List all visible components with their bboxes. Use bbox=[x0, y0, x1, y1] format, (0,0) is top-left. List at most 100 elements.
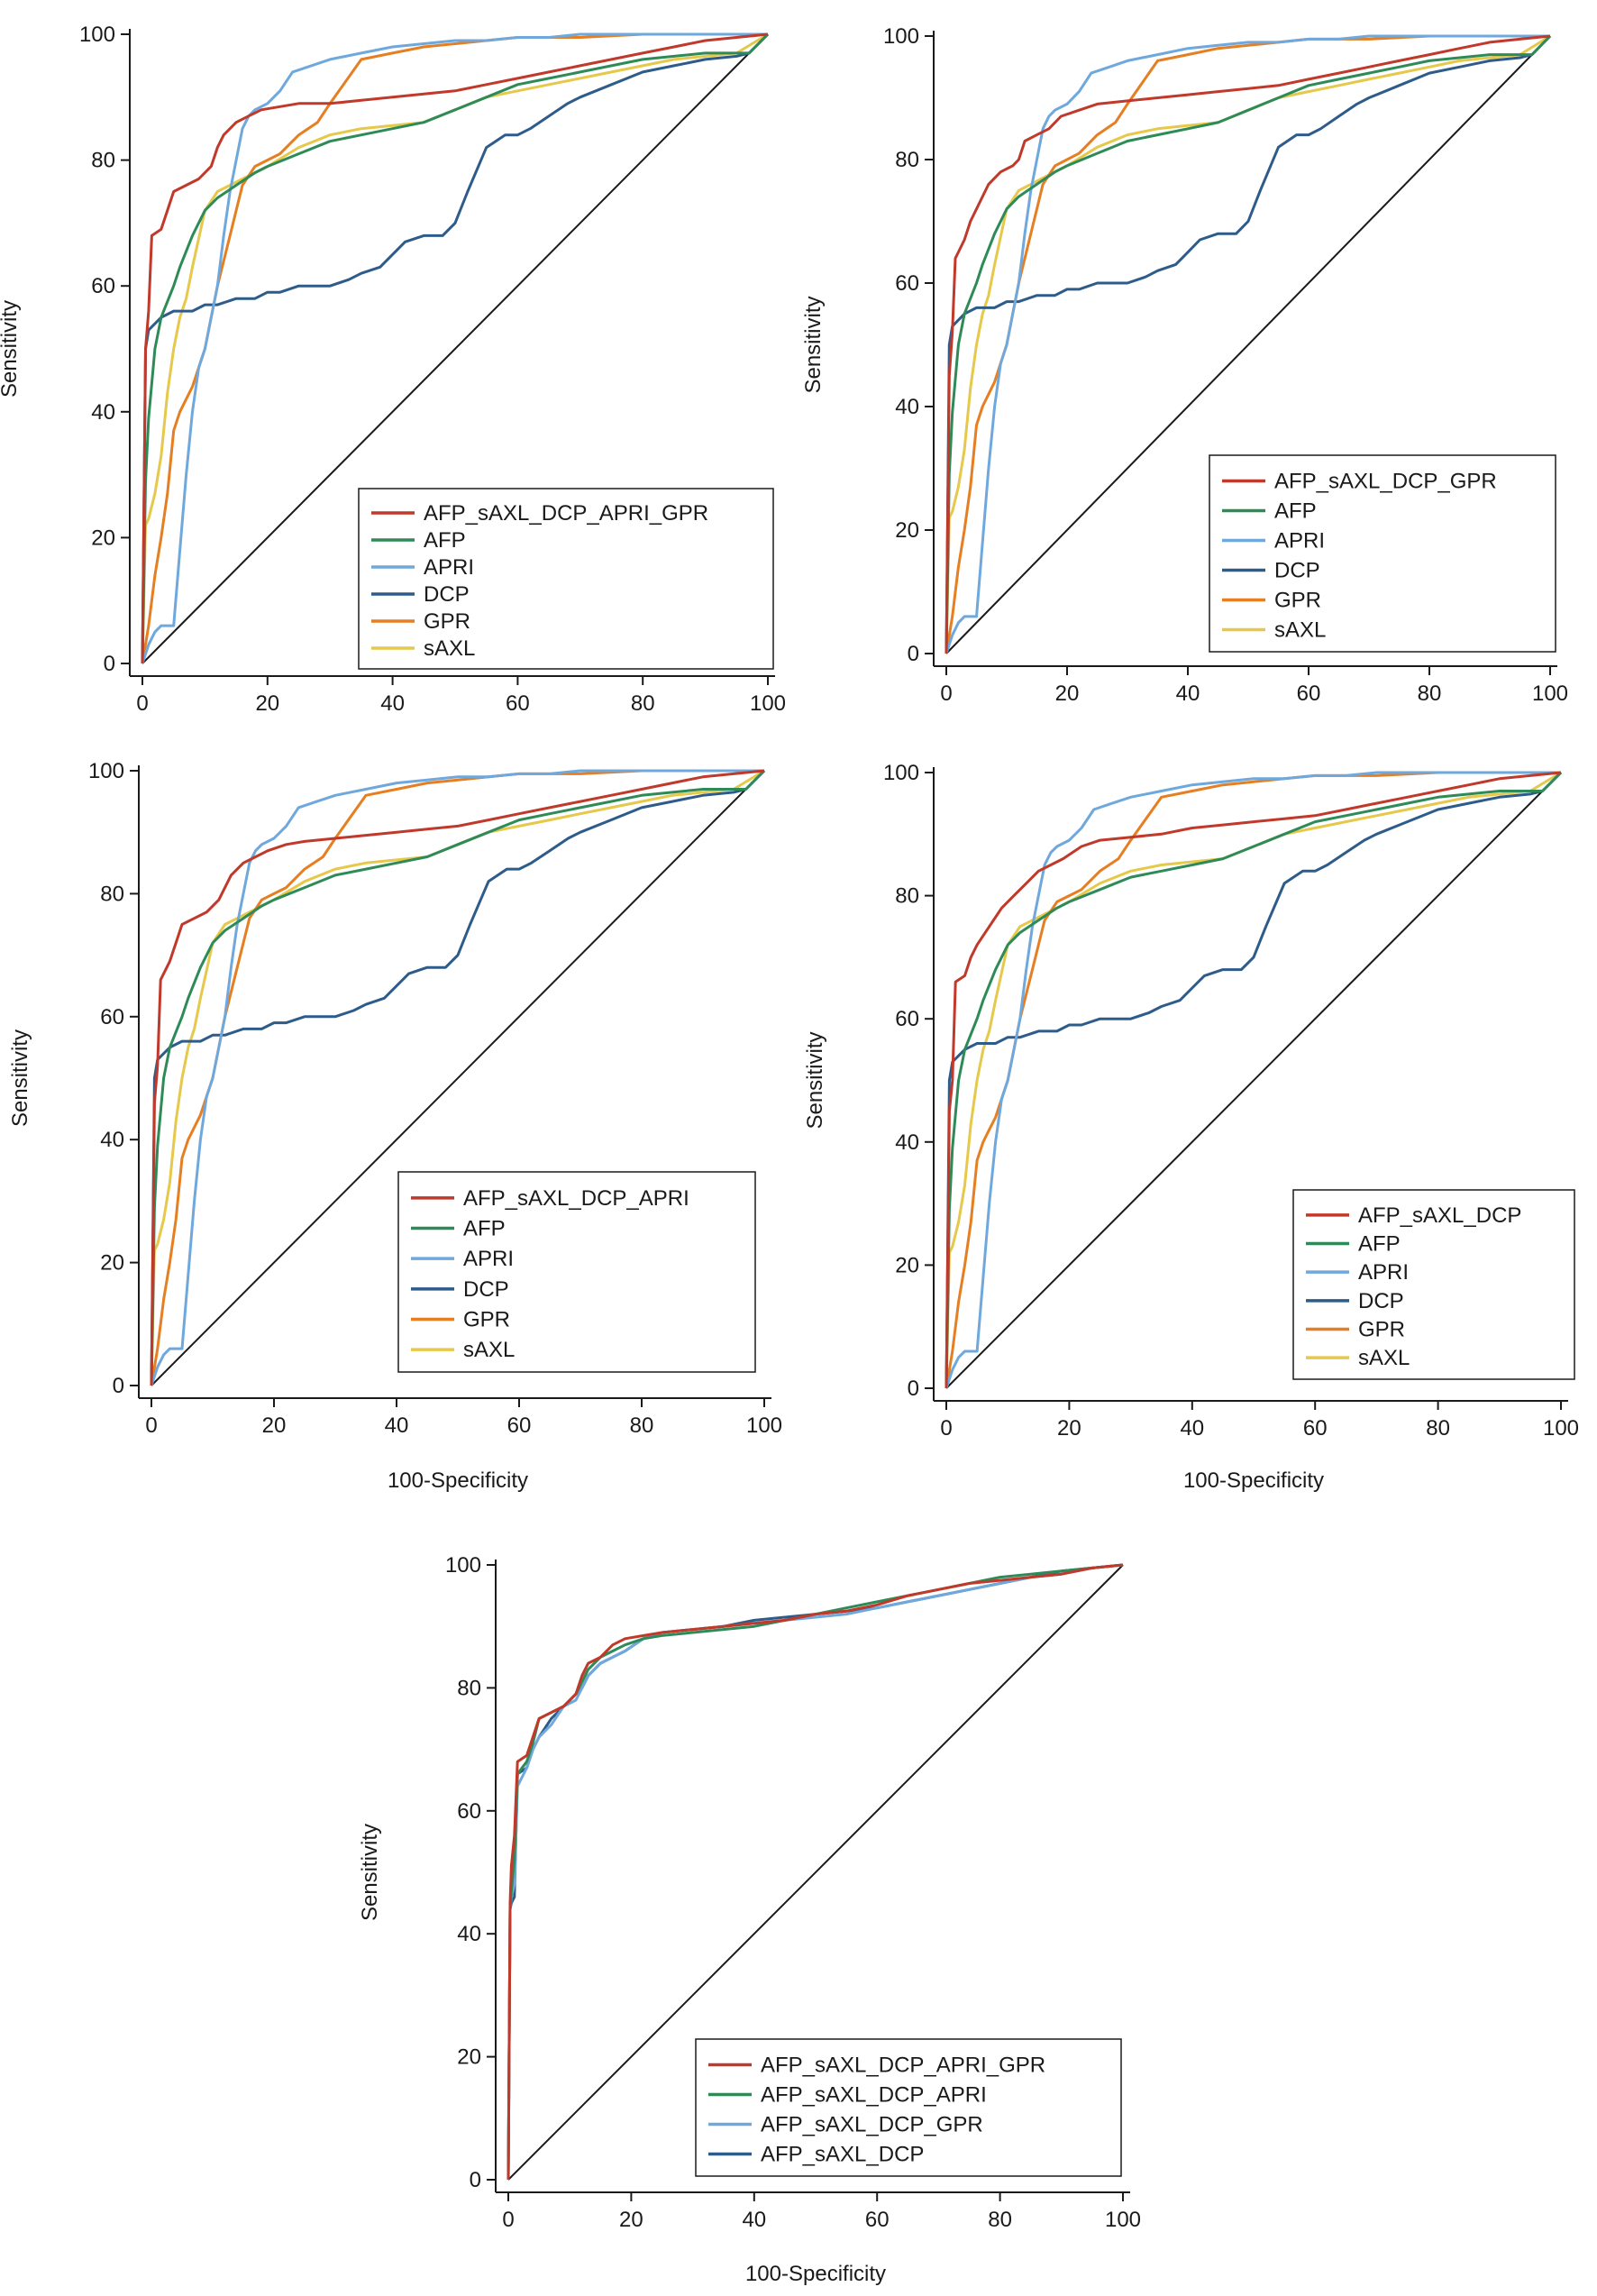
legend: AFP_sAXL_DCP_APRI AFP APRI DCP GPR sAXL bbox=[397, 1171, 756, 1373]
legend-label: GPR bbox=[424, 609, 470, 634]
legend-label: GPR bbox=[1274, 589, 1321, 613]
legend-label: APRI bbox=[463, 1247, 514, 1271]
roc-curve-apri bbox=[945, 34, 1550, 654]
roc-panel-4: 0 20 40 60 80 100 0 20 40 60 80 100 Sensitivity 100-S… bbox=[803, 761, 1579, 1493]
legend-label: DCP bbox=[424, 582, 470, 607]
legend-label: AFP_sAXL_DCP bbox=[761, 2143, 924, 2167]
roc-curve-afp-saxl-dcp-gpr bbox=[945, 34, 1551, 654]
roc-curve-afp bbox=[150, 769, 766, 1386]
legend: AFP_sAXL_DCP AFP APRI DCP GPR sAXL bbox=[1292, 1189, 1575, 1380]
y-tick-label: 60 bbox=[895, 1007, 919, 1031]
reference-diagonal bbox=[507, 1564, 1124, 2181]
roc-curve-saxl bbox=[945, 771, 1562, 1389]
reference-diagonal bbox=[945, 35, 1551, 654]
x-tick-label: 100 bbox=[750, 691, 786, 716]
roc-panel-3: 0 20 40 60 80 100 0 20 40 60 80 100 Sensitivity 100-S… bbox=[8, 759, 782, 1493]
y-tick-label: 80 bbox=[91, 149, 115, 173]
legend-label: APRI bbox=[1358, 1260, 1409, 1285]
x-tick-label: 80 bbox=[1426, 1416, 1450, 1441]
x-tick-label: 40 bbox=[742, 2208, 766, 2232]
legend-label: sAXL bbox=[424, 636, 475, 661]
x-tick-label: 0 bbox=[136, 691, 148, 716]
y-tick-label: 20 bbox=[895, 518, 919, 543]
legend-label: AFP_sAXL_DCP bbox=[1358, 1203, 1521, 1228]
legend-label: GPR bbox=[463, 1308, 510, 1332]
y-tick-label: 0 bbox=[470, 2168, 481, 2192]
x-tick-label: 80 bbox=[1418, 681, 1442, 706]
roc-curve-afp-saxl-dcp-apri bbox=[150, 769, 765, 1386]
x-tick-label: 0 bbox=[940, 681, 952, 706]
y-tick-label: 100 bbox=[883, 761, 919, 785]
x-axis-label: 100-Specificity bbox=[1183, 1468, 1324, 1493]
y-tick-label: 100 bbox=[883, 24, 919, 49]
x-tick-label: 100 bbox=[1532, 681, 1568, 706]
legend-box bbox=[397, 1171, 756, 1373]
legend-label: sAXL bbox=[463, 1338, 515, 1362]
y-tick-label: 0 bbox=[104, 652, 115, 676]
reference-diagonal bbox=[945, 772, 1562, 1389]
roc-panel-2: 0 20 40 60 80 100 0 20 40 60 80 100 Sensitivity AFP_s… bbox=[801, 24, 1568, 706]
y-tick-label: 20 bbox=[91, 526, 115, 550]
y-axis-label: Sensitivity bbox=[8, 1029, 32, 1127]
y-tick-label: 40 bbox=[457, 1922, 481, 1946]
y-axis-label: Sensitivity bbox=[803, 1031, 827, 1129]
y-tick-label: 100 bbox=[88, 759, 124, 783]
y-axis-label: Sensitivity bbox=[801, 296, 826, 393]
roc-curve-afp-saxl-dcp-apri-gpr bbox=[141, 32, 769, 664]
legend-label: AFP_sAXL_DCP_GPR bbox=[761, 2113, 983, 2137]
x-tick-label: 20 bbox=[619, 2208, 643, 2232]
roc-curve-apri bbox=[141, 32, 768, 664]
y-tick-label: 20 bbox=[895, 1253, 919, 1277]
reference-diagonal bbox=[151, 770, 765, 1386]
legend-label: sAXL bbox=[1358, 1346, 1410, 1370]
legend-box bbox=[1292, 1189, 1575, 1380]
x-tick-label: 60 bbox=[865, 2208, 890, 2232]
legend-label: GPR bbox=[1358, 1318, 1405, 1342]
roc-curve-dcp bbox=[141, 32, 770, 664]
roc-curve-afp-saxl-dcp-apri-gpr bbox=[506, 1563, 1124, 2181]
legend-label: AFP_sAXL_DCP_GPR bbox=[1274, 470, 1497, 494]
y-tick-label: 100 bbox=[79, 23, 115, 47]
legend-label: APRI bbox=[1274, 529, 1325, 553]
x-tick-label: 0 bbox=[145, 1413, 157, 1438]
roc-curve-afp-saxl-dcp bbox=[945, 771, 1562, 1389]
x-tick-label: 20 bbox=[262, 1413, 287, 1438]
x-tick-label: 80 bbox=[630, 1413, 654, 1438]
legend-label: DCP bbox=[1274, 559, 1320, 583]
y-tick-label: 80 bbox=[100, 882, 124, 906]
x-tick-label: 100 bbox=[1105, 2208, 1141, 2232]
y-tick-label: 60 bbox=[91, 274, 115, 298]
legend-box bbox=[358, 488, 774, 670]
legend-label: AFP bbox=[424, 528, 466, 553]
y-tick-label: 0 bbox=[113, 1374, 124, 1398]
x-tick-label: 100 bbox=[746, 1413, 782, 1438]
x-tick-label: 20 bbox=[255, 691, 279, 716]
x-axis-label: 100-Specificity bbox=[745, 2262, 886, 2286]
legend-box bbox=[695, 2038, 1122, 2177]
roc-curve-afp bbox=[945, 34, 1552, 654]
roc-curve-afp bbox=[141, 32, 770, 664]
y-tick-label: 100 bbox=[445, 1553, 481, 1578]
legend-label: sAXL bbox=[1274, 618, 1326, 643]
legend-label: AFP bbox=[1358, 1232, 1401, 1257]
x-tick-label: 100 bbox=[1543, 1416, 1579, 1441]
y-tick-label: 40 bbox=[100, 1128, 124, 1152]
legend-label: AFP_sAXL_DCP_APRI_GPR bbox=[424, 501, 708, 526]
roc-curve-saxl bbox=[150, 769, 765, 1386]
y-tick-label: 40 bbox=[895, 1130, 919, 1155]
x-tick-label: 40 bbox=[385, 1413, 409, 1438]
legend: AFP_sAXL_DCP_APRI_GPR AFP_sAXL_DCP_APRI AF… bbox=[695, 2038, 1122, 2177]
y-tick-label: 60 bbox=[100, 1005, 124, 1029]
x-axis-label: 100-Specificity bbox=[388, 1468, 528, 1493]
roc-curve-afp bbox=[945, 771, 1563, 1389]
y-tick-label: 80 bbox=[895, 884, 919, 909]
roc-curve-apri bbox=[150, 769, 764, 1386]
x-tick-label: 0 bbox=[940, 1416, 952, 1441]
x-tick-label: 40 bbox=[1176, 681, 1200, 706]
reference-diagonal bbox=[141, 33, 769, 664]
legend-label: APRI bbox=[424, 555, 474, 580]
x-tick-label: 20 bbox=[1055, 681, 1080, 706]
y-tick-label: 60 bbox=[895, 271, 919, 296]
